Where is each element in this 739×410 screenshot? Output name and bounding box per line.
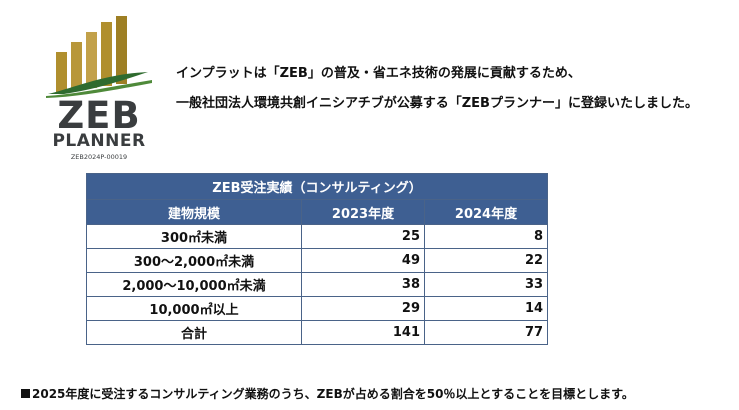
zeb-orders-table: ZEB受注実績（コンサルティング） 建物規模 2023年度 2024年度 300… [85, 173, 549, 345]
row-value-2023: 49 [301, 248, 425, 273]
row-category: 2,000～10,000㎡未満 [86, 272, 302, 297]
intro-line-1: インプラットは「ZEB」の普及・省エネ技術の発展に貢献するため、 [176, 66, 581, 81]
logo-registration-code: ZEB2024P-00019 [70, 153, 128, 161]
column-header-2024: 2024年度 [423, 199, 549, 225]
table-row: 10,000㎡以上 29 14 [86, 296, 549, 321]
goal-footnote: 2025年度に受注するコンサルティング業務のうち、ZEBが占める割合を50％以上… [21, 386, 634, 402]
table-row: 300㎡未満 25 8 [86, 224, 549, 249]
row-value-2023: 29 [301, 296, 425, 321]
logo-bar-1 [56, 52, 67, 92]
row-value-2024: 33 [423, 272, 549, 297]
row-category: 10,000㎡以上 [86, 296, 302, 321]
logo-green-band [46, 80, 152, 98]
row-value-2024: 8 [423, 224, 549, 249]
logo-planner-text: PLANNER [52, 131, 146, 151]
intro-line-2: 一般社団法人環境共創イニシアチブが公募する「ZEBプランナー」に登録いたしました… [176, 96, 698, 111]
logo-bar-3 [86, 32, 97, 88]
table-header-row: 建物規模 2023年度 2024年度 [86, 199, 549, 225]
table-title-row: ZEB受注実績（コンサルティング） [85, 173, 549, 200]
goal-footnote-text: 2025年度に受注するコンサルティング業務のうち、ZEBが占める割合を50％以上… [32, 387, 634, 401]
zeb-planner-logo: ZEB PLANNER ZEB2024P-00019 [44, 14, 154, 161]
logo-bar-5 [116, 16, 127, 84]
row-value-2023: 25 [301, 224, 425, 249]
total-value-2024: 77 [423, 320, 549, 345]
table-row: 300～2,000㎡未満 49 22 [86, 248, 549, 273]
logo-building-graphic [46, 16, 152, 98]
table-title: ZEB受注実績（コンサルティング） [85, 173, 549, 200]
row-value-2023: 38 [301, 272, 425, 297]
square-bullet-icon [21, 389, 30, 398]
table-row: 2,000～10,000㎡未満 38 33 [86, 272, 549, 297]
row-value-2024: 14 [423, 296, 549, 321]
total-value-2023: 141 [301, 320, 425, 345]
logo-bar-4 [101, 22, 112, 86]
logo-zeb-text: ZEB [57, 94, 141, 137]
total-label: 合計 [86, 320, 302, 345]
row-category: 300～2,000㎡未満 [86, 248, 302, 273]
column-header-2023: 2023年度 [301, 199, 425, 225]
logo-bar-2 [71, 42, 82, 90]
row-value-2024: 22 [423, 248, 549, 273]
column-header-building-size: 建物規模 [86, 199, 302, 225]
logo-green-swoosh [48, 72, 148, 94]
table-total-row: 合計 141 77 [86, 320, 549, 345]
row-category: 300㎡未満 [86, 224, 302, 249]
